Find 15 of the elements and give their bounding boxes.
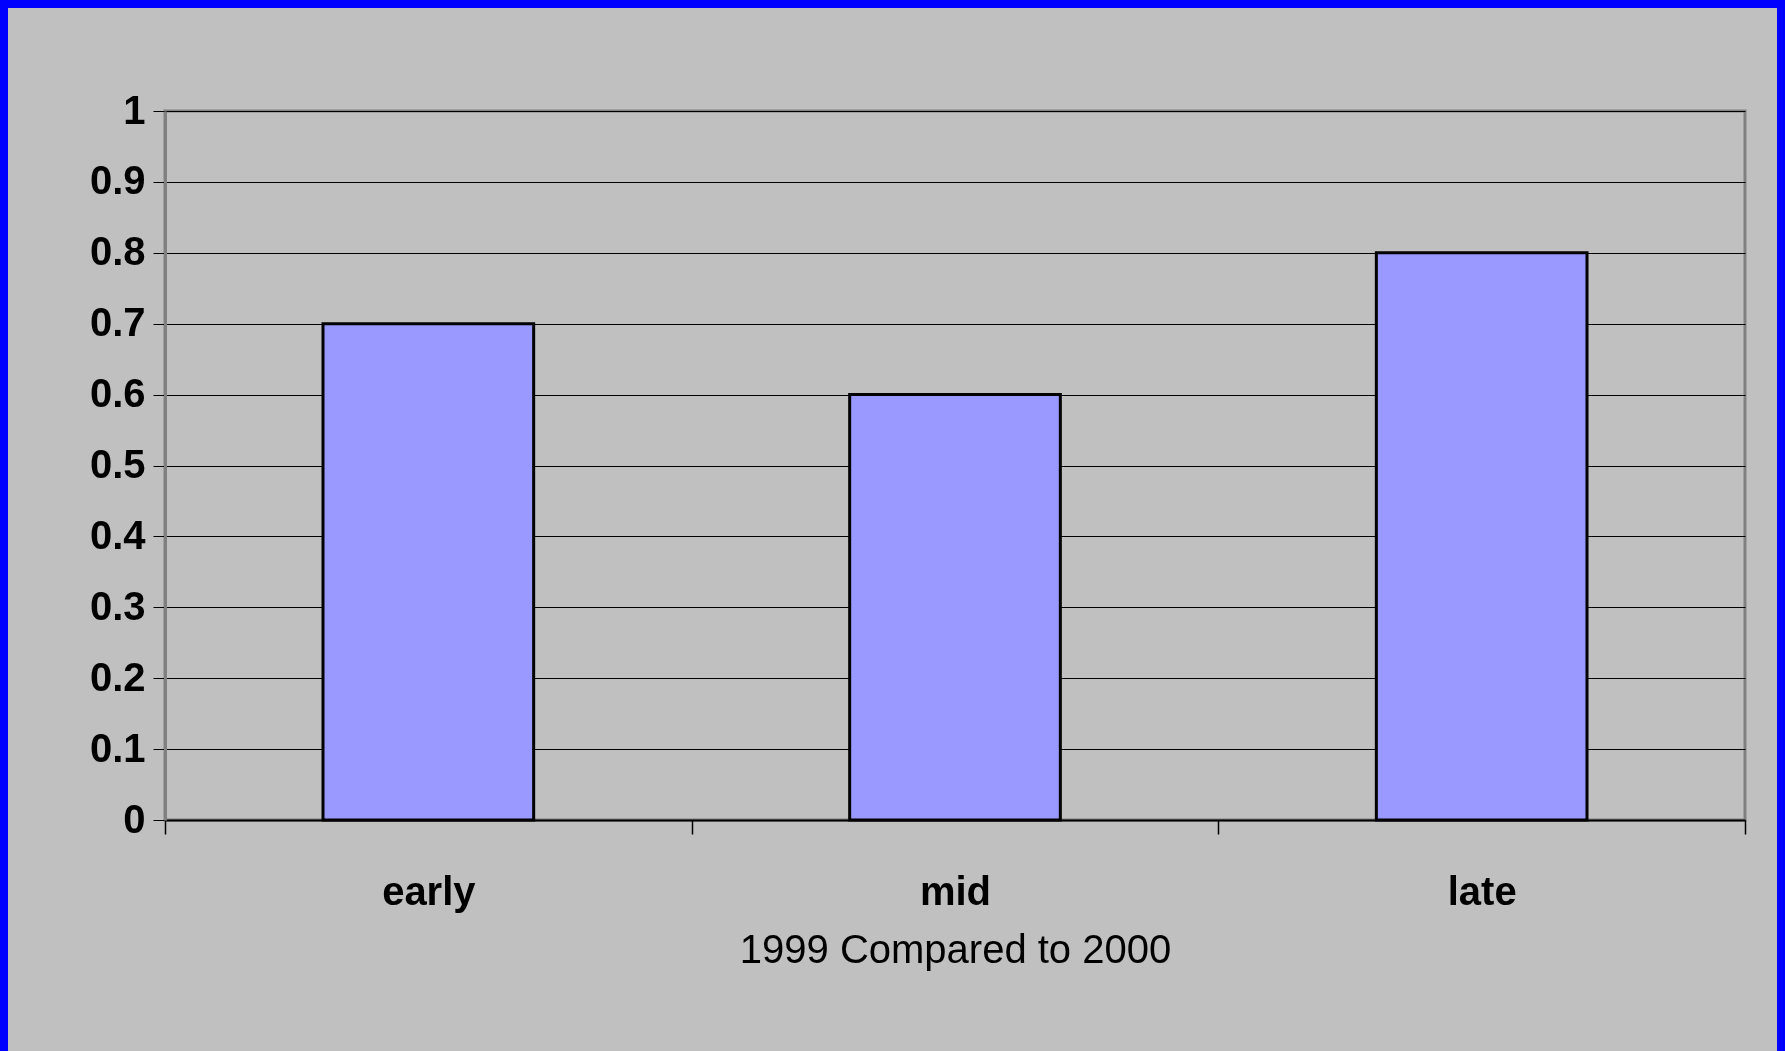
y-tick-label: 1	[123, 87, 146, 132]
y-tick-label: 0.8	[89, 229, 146, 274]
y-tick-label: 0.5	[89, 442, 146, 486]
y-tick-label: 0.7	[89, 300, 146, 345]
x-axis-title: 1999 Compared to 2000	[739, 926, 1172, 971]
x-tick-label: late	[1447, 868, 1517, 913]
x-tick-label: mid	[919, 868, 992, 913]
x-tick-label: early	[382, 868, 477, 913]
y-tick-label: 0.3	[89, 583, 146, 628]
y-tick-label: 0.9	[89, 158, 146, 203]
y-tick-label: 0.1	[89, 725, 146, 770]
y-tick-label: 0.2	[89, 654, 146, 699]
y-tick-label: 0	[123, 796, 146, 841]
y-tick-label: 0.4	[89, 512, 147, 557]
y-tick-label: 0.6	[89, 371, 146, 416]
